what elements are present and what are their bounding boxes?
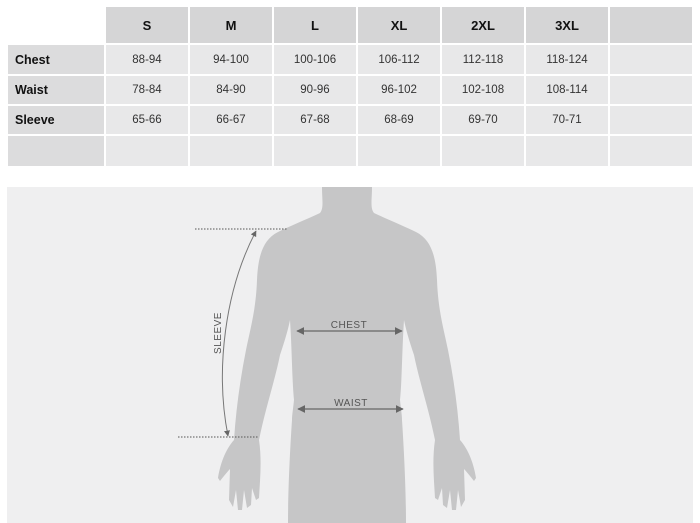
table-cell: 100-106 <box>274 45 356 74</box>
table-cell: 102-108 <box>442 76 524 104</box>
table-cell: 106-112 <box>358 45 440 74</box>
row-label: Waist <box>8 76 104 104</box>
table-cell: 94-100 <box>190 45 272 74</box>
table-cell: 84-90 <box>190 76 272 104</box>
table-cell <box>190 136 272 166</box>
table-cell <box>610 45 692 74</box>
table-cell <box>610 76 692 104</box>
waist-label: WAIST <box>334 398 368 409</box>
table-cell: 108-114 <box>526 76 608 104</box>
body-silhouette <box>218 187 476 523</box>
column-header: 2XL <box>442 7 524 43</box>
sleeve-label: SLEEVE <box>213 312 224 354</box>
column-header <box>610 7 692 43</box>
table-cell: 68-69 <box>358 106 440 134</box>
table-cell: 112-118 <box>442 45 524 74</box>
table-cell: 90-96 <box>274 76 356 104</box>
row-label <box>8 136 104 166</box>
table-cell <box>610 106 692 134</box>
column-header: S <box>106 7 188 43</box>
table-cell: 78-84 <box>106 76 188 104</box>
table-cell <box>358 136 440 166</box>
column-header: 3XL <box>526 7 608 43</box>
table-cell: 65-66 <box>106 106 188 134</box>
table-cell: 66-67 <box>190 106 272 134</box>
column-header: M <box>190 7 272 43</box>
row-label: Sleeve <box>8 106 104 134</box>
table-cell <box>106 136 188 166</box>
table-cell: 70-71 <box>526 106 608 134</box>
table-cell: 88-94 <box>106 45 188 74</box>
column-header: L <box>274 7 356 43</box>
table-cell: 96-102 <box>358 76 440 104</box>
sleeve-arrow <box>221 230 257 437</box>
table-cell: 67-68 <box>274 106 356 134</box>
chest-label: CHEST <box>331 320 367 331</box>
column-header: XL <box>358 7 440 43</box>
table-cell <box>610 136 692 166</box>
table-cell: 118-124 <box>526 45 608 74</box>
table-cell <box>526 136 608 166</box>
table-cell <box>442 136 524 166</box>
table-cell: 69-70 <box>442 106 524 134</box>
table-cell <box>274 136 356 166</box>
row-label: Chest <box>8 45 104 74</box>
